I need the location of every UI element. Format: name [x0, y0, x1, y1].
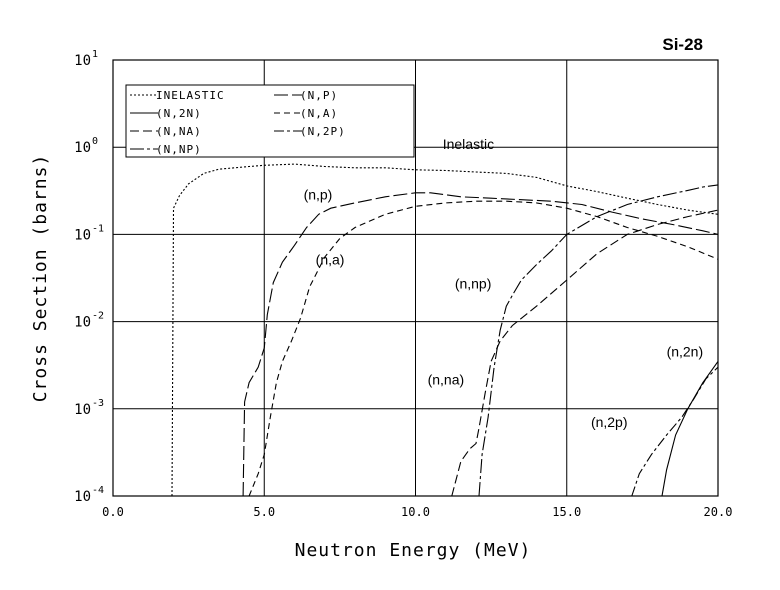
y-tick-label: 10	[74, 402, 91, 418]
series-layer	[171, 163, 719, 497]
annotation-label: (n,2n)	[667, 343, 704, 359]
x-tick-label: 10.0	[401, 505, 430, 519]
annotation-label: (n,a)	[316, 252, 345, 268]
annotation-label: (n,na)	[428, 371, 465, 387]
y-tick-label: 10	[74, 53, 91, 69]
y-tick-exponent: -3	[92, 398, 104, 409]
y-axis-label: Cross Section (barns)	[30, 154, 51, 403]
y-tick-exponent: 0	[92, 136, 98, 147]
annotation-label: (n,np)	[455, 275, 492, 291]
x-tick-label: 5.0	[253, 505, 275, 519]
x-tick-label: 15.0	[552, 505, 581, 519]
annotation-label: Inelastic	[443, 136, 494, 152]
y-tick-exponent: 1	[92, 49, 98, 60]
y-tick-exponent: -2	[92, 311, 104, 322]
y-tick-label: 10	[74, 140, 91, 156]
legend-label: (N,A)	[300, 107, 338, 120]
plot-frame	[112, 59, 719, 497]
y-tick-exponent: -4	[92, 485, 104, 496]
legend-label: (N,2P)	[300, 125, 346, 138]
legend-label: INELASTIC	[156, 89, 225, 102]
annotation-label: (n,2p)	[591, 414, 628, 430]
legend-label: (N,2N)	[156, 107, 202, 120]
series-line-n-p	[242, 192, 719, 497]
series-line-n-np	[478, 184, 719, 497]
series-line-n-2n	[661, 361, 719, 497]
y-tick-label: 10	[74, 315, 91, 331]
annotations: Inelastic (n,p) (n,a) (n,np) (n,na) (n,2n) (n,…	[304, 136, 704, 430]
legend-label: (N,NP)	[156, 143, 202, 156]
annotation-label: (n,p)	[304, 187, 333, 203]
legend: INELASTIC (N,2N) (N,NA) (N,NP) (N,P) (N,A) (N,…	[125, 84, 415, 158]
series-line-n-a	[248, 200, 719, 497]
x-axis-label: Neutron Energy (MeV)	[295, 540, 532, 561]
series-line-inelastic	[171, 163, 719, 497]
y-tick-exponent: -1	[92, 223, 104, 234]
chart-title: Si-28	[662, 35, 703, 54]
y-tick-label: 10	[74, 227, 91, 243]
legend-label: (N,P)	[300, 89, 338, 102]
x-tick-label: 20.0	[704, 505, 733, 519]
series-line-n-2p	[631, 366, 719, 497]
legend-label: (N,NA)	[156, 125, 202, 138]
legend-box	[125, 84, 415, 158]
series-line-n-na	[451, 209, 719, 497]
y-tick-label: 10	[74, 489, 91, 505]
x-tick-label: 0.0	[102, 505, 124, 519]
